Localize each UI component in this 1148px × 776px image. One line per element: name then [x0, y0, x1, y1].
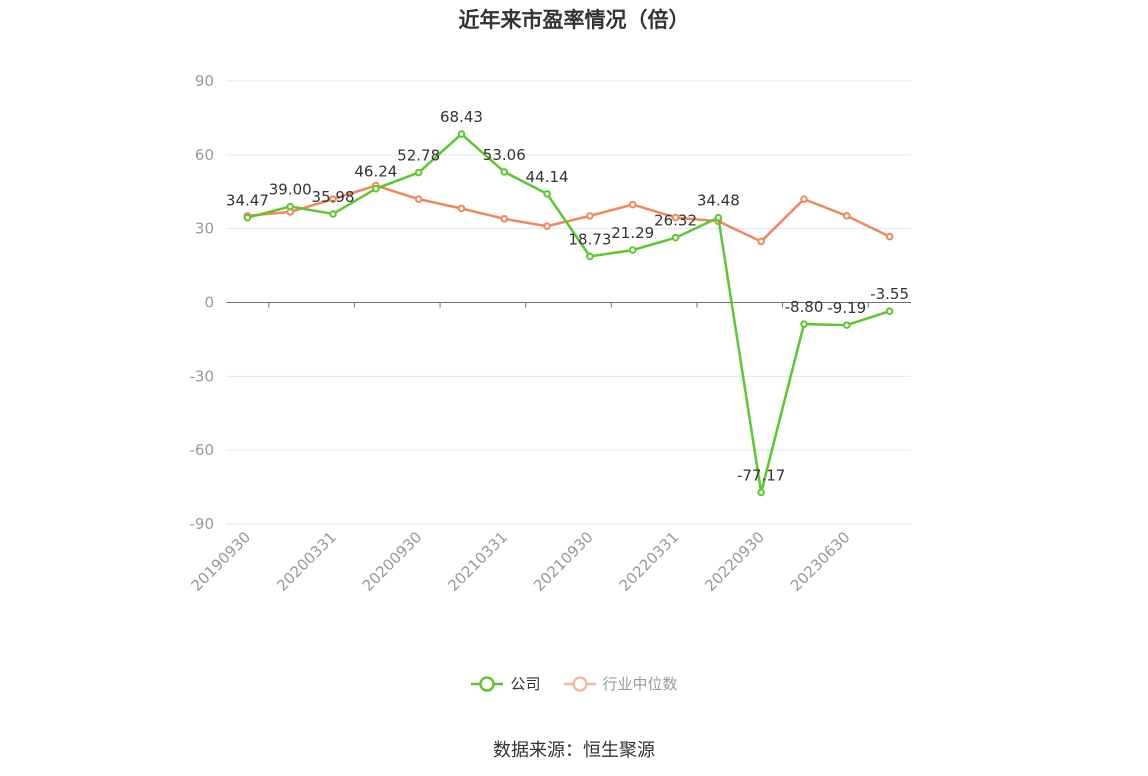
data-label: -3.55: [870, 285, 909, 303]
data-point: [500, 215, 509, 223]
data-label: 34.47: [226, 192, 269, 210]
pe-ratio-line-chart: 90 60 30 0 -30 -60 -90 20190930 20200331 2020093…: [188, 72, 911, 595]
data-label: 21.29: [611, 224, 654, 242]
data-point: [757, 488, 765, 497]
x-tick-label: 20190930: [188, 528, 255, 595]
data-point: [586, 252, 594, 261]
legend-marker: [479, 675, 496, 692]
data-label: 53.06: [483, 146, 526, 164]
data-point: [885, 307, 894, 316]
legend: 公司 行业中位数: [0, 673, 1148, 694]
data-point: [628, 200, 637, 209]
data-label: 34.48: [697, 192, 740, 210]
x-tick-label: 20220930: [701, 528, 768, 595]
grid-lines: [226, 80, 911, 525]
series-line: [247, 132, 890, 494]
y-tick-label: 60: [195, 146, 214, 164]
data-label: 18.73: [568, 230, 611, 248]
data-point: [414, 168, 423, 177]
y-tick-label: -90: [190, 515, 215, 533]
legend-symbol: [471, 675, 504, 692]
legend-label: 公司: [510, 675, 541, 693]
data-label: 35.98: [312, 188, 355, 206]
legend-item[interactable]: 公司: [470, 673, 541, 694]
data-point: [671, 233, 680, 242]
data-point: [543, 222, 551, 231]
data-label: -9.19: [827, 299, 866, 317]
data-point: [329, 210, 337, 218]
x-axis: 20190930 20200331 20200930 20210331 20210930…: [188, 302, 911, 595]
data-label: 52.78: [397, 147, 440, 165]
data-point: [628, 246, 637, 254]
series-line: [247, 184, 891, 243]
x-tick-label: 20200331: [273, 528, 340, 595]
data-point: [457, 204, 466, 213]
data-source: 数据来源：恒生聚源: [493, 740, 655, 761]
y-tick-label: 90: [195, 72, 214, 90]
data-point: [500, 168, 509, 176]
x-tick-label: 20210331: [444, 528, 511, 595]
data-label: 68.43: [440, 108, 483, 126]
data-point: [757, 237, 765, 246]
y-axis: 90 60 30 0 -30 -60 -90: [190, 72, 215, 533]
legend-label: 行业中位数: [602, 675, 678, 693]
x-tick-label: 20230630: [787, 528, 854, 595]
legend-symbol: [563, 675, 596, 692]
data-label: -8.80: [785, 298, 824, 316]
legend-marker: [571, 675, 588, 692]
data-label: 46.24: [354, 163, 397, 181]
data-label: 44.14: [526, 168, 569, 186]
legend-item[interactable]: 行业中位数: [563, 673, 678, 694]
data-point: [457, 130, 466, 138]
y-tick-label: 30: [195, 220, 214, 238]
x-tick-label: 20210930: [530, 528, 597, 595]
data-point: [800, 195, 808, 203]
data-point: [329, 195, 337, 203]
data-point: [414, 195, 423, 203]
data-label: -77.17: [737, 466, 785, 484]
data-point: [372, 184, 380, 193]
data-point: [885, 232, 894, 241]
series-layer: [243, 130, 894, 497]
data-point: [800, 320, 808, 328]
data-point: [243, 213, 252, 222]
y-tick-label: 0: [204, 294, 214, 312]
data-point: [586, 212, 594, 220]
data-label: 39.00: [269, 181, 312, 199]
data-point: [842, 212, 851, 220]
data-point: [671, 213, 680, 222]
x-tick-label: 20200930: [359, 528, 426, 595]
x-tick-label: 20220331: [616, 528, 683, 595]
y-tick-label: -30: [190, 367, 215, 385]
y-tick-label: -60: [190, 441, 215, 459]
data-point: [714, 213, 723, 222]
data-point: [286, 202, 295, 211]
data-point: [543, 190, 551, 198]
data-point: [842, 321, 851, 329]
chart-title: 近年来市盈率情况（倍）: [458, 8, 690, 32]
data-label: 26.32: [654, 212, 697, 230]
